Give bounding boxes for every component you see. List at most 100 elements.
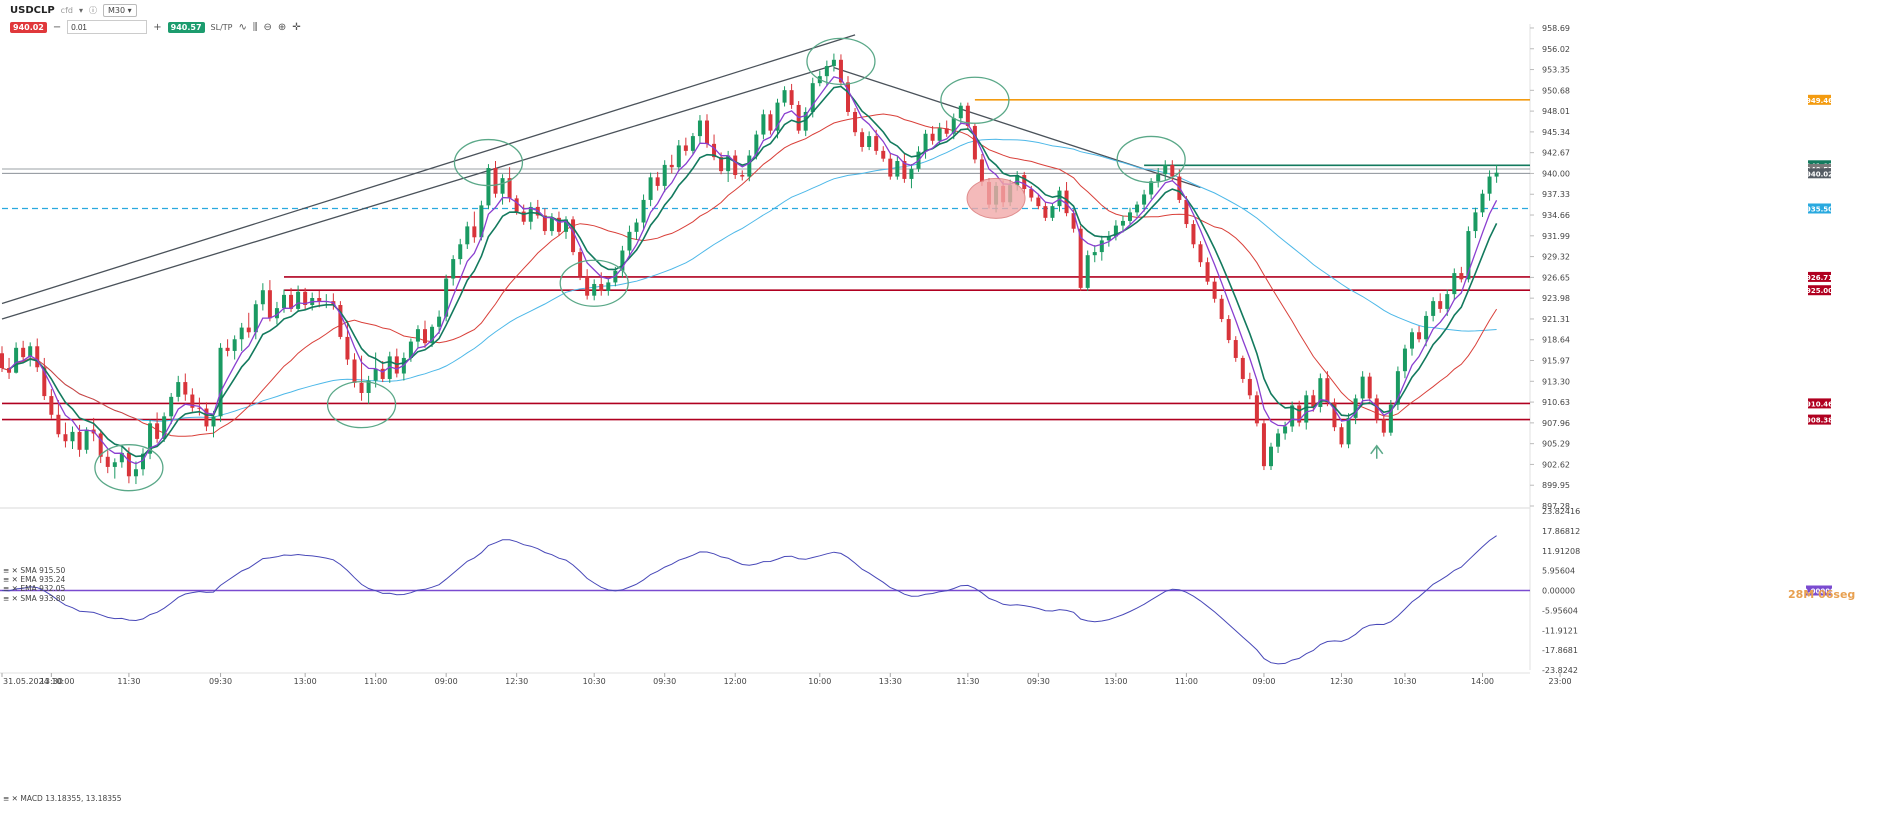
candle-body	[155, 423, 160, 439]
candle-body	[627, 231, 632, 251]
sltp-button[interactable]: SL/TP	[210, 22, 233, 32]
candle-body	[979, 159, 984, 183]
macd-legend[interactable]: ≡ ✕ MACD 13.18355, 13.18355	[3, 794, 122, 803]
candle-body	[1459, 273, 1464, 280]
price-tick-label: 921.31	[1542, 315, 1570, 324]
legend-item[interactable]: ≡ ✕ EMA 935.24	[3, 575, 66, 585]
price-tick-label: 950.68	[1542, 86, 1570, 95]
time-tick-label: 09:00	[435, 677, 458, 686]
candle-body	[712, 143, 717, 158]
candle-body	[162, 416, 167, 439]
candle-body	[465, 226, 470, 245]
crosshair-icon[interactable]: ✛	[292, 21, 301, 33]
time-tick-label: 09:30	[653, 677, 676, 686]
time-tick-label: 12:30	[1330, 677, 1353, 686]
annotation-ellipse	[1116, 135, 1186, 184]
price-tick-label: 942.67	[1542, 149, 1570, 158]
candle-body	[1374, 398, 1379, 420]
line-chart-icon[interactable]: ∿	[238, 21, 247, 33]
candle-body	[444, 278, 449, 317]
candle-body	[867, 136, 872, 147]
candle-body	[493, 168, 498, 194]
candle-body	[239, 327, 244, 340]
candle-countdown: 28M 06seg	[1788, 588, 1856, 601]
candle-body	[1078, 228, 1083, 288]
timeframe-select[interactable]: M30 ▾	[102, 4, 137, 17]
candle-body	[282, 294, 286, 309]
candle-body	[775, 102, 780, 131]
sell-button[interactable]: 940.02	[10, 21, 47, 33]
macd-tick-label: -11.9121	[1542, 626, 1578, 635]
candle-body	[176, 382, 181, 397]
candle-body	[740, 175, 745, 177]
quantity-input[interactable]	[67, 20, 148, 34]
candle-body	[1135, 204, 1140, 213]
trend-line	[1, 34, 856, 305]
zoom-in-icon[interactable]: ⊕	[277, 21, 287, 33]
annotation-ellipse	[326, 380, 397, 429]
candle-body	[634, 222, 639, 232]
price-label-box	[1808, 168, 1831, 179]
legend-item[interactable]: ≡ ✕ SMA 915.50	[3, 566, 66, 575]
candle-body	[768, 114, 773, 131]
candle-body	[1142, 194, 1147, 205]
price-tick-label: 910.63	[1542, 398, 1570, 407]
candle-body	[1445, 294, 1450, 309]
candle-body	[705, 120, 709, 144]
candle-body	[846, 82, 850, 112]
annotation-ellipse	[453, 138, 524, 187]
candle-body	[1311, 395, 1316, 407]
price-label-box	[1808, 398, 1831, 409]
legend-item[interactable]: ≡ ✕ SMA 933.80	[3, 593, 66, 603]
candle-body	[1473, 212, 1478, 232]
candle-body	[211, 416, 216, 427]
candle-body	[1184, 199, 1189, 225]
candle-body	[789, 90, 794, 105]
candle-body	[1431, 301, 1436, 316]
candle-body	[1120, 220, 1125, 226]
candle-body	[486, 168, 491, 206]
price-tick-label: 945.34	[1542, 128, 1570, 137]
price-tick-label: 902.62	[1542, 460, 1570, 469]
candle-body	[881, 150, 886, 159]
annotation-ellipse	[940, 76, 1010, 124]
price-tick-label: 899.95	[1542, 481, 1570, 490]
price-label: 910.46	[1806, 400, 1833, 408]
candle-body	[599, 283, 604, 291]
trend-line	[1, 64, 835, 320]
candle-body	[592, 283, 597, 296]
price-label: 940.02	[1806, 170, 1833, 178]
buy-button[interactable]: 940.57	[167, 21, 205, 33]
candle-body	[944, 128, 949, 134]
candle-body	[1480, 193, 1485, 213]
zoom-out-icon[interactable]: ⊖	[263, 21, 272, 33]
candle-body	[606, 282, 611, 291]
candle-body	[28, 346, 33, 358]
time-tick-label: 12:30	[505, 677, 528, 686]
price-tick-label: 907.96	[1542, 419, 1570, 428]
candle-body	[733, 155, 738, 176]
macd-tick-label: 5.95604	[1542, 567, 1575, 576]
candle-body	[965, 105, 970, 126]
candle-body	[761, 114, 766, 135]
candle-body	[1339, 427, 1344, 445]
candle-body	[1064, 190, 1069, 214]
time-tick-label: 11:00	[1175, 677, 1198, 686]
candle-body	[119, 452, 124, 463]
candle-body	[1254, 395, 1259, 424]
candle-body	[1395, 371, 1400, 405]
price-tick-label: 913.30	[1542, 377, 1570, 386]
info-icon[interactable]: ⓘ	[88, 6, 97, 15]
candle-body	[747, 155, 752, 177]
symbol-dropdown-icon[interactable]: ▾	[78, 6, 83, 15]
quantity-increase-button[interactable]: +	[153, 21, 162, 33]
symbol-name[interactable]: USDCLP	[10, 5, 55, 16]
quantity-decrease-button[interactable]: −	[52, 21, 62, 33]
legend-item[interactable]: ≡ ✕ EMA 932.05	[3, 584, 66, 594]
candle-body	[578, 252, 583, 277]
candle-body	[373, 368, 378, 381]
price-tick-label: 956.02	[1542, 45, 1570, 54]
candle-body	[676, 145, 681, 168]
candle-type-icon[interactable]: ⫼	[252, 21, 258, 33]
